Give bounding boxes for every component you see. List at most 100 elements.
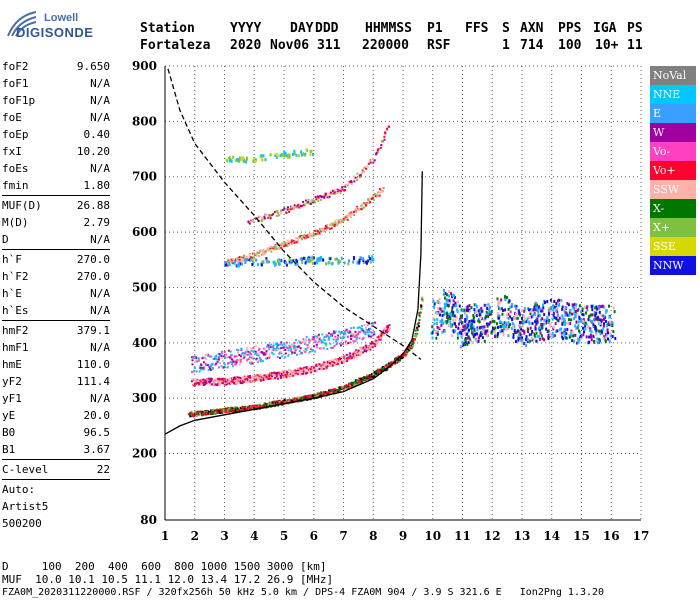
trace-3f-point — [341, 220, 344, 223]
trace-w-point — [355, 338, 358, 341]
trace-f2-point — [243, 405, 246, 408]
trace-w-point — [252, 347, 255, 350]
trace-w-point — [217, 358, 220, 361]
scatter-band-point — [472, 329, 475, 333]
trace-w-point — [271, 349, 274, 352]
param-row: fxI 10.20 — [2, 143, 110, 160]
scatter-band-point — [352, 255, 355, 259]
trace-2f-point — [374, 345, 377, 348]
trace-f2-point — [233, 406, 236, 409]
trace-2f-point — [224, 378, 227, 381]
scatter-band-point — [531, 329, 534, 333]
x-tick-label: 7 — [339, 529, 347, 543]
scatter-band-point — [532, 308, 535, 312]
scatter-band-point — [523, 309, 526, 313]
scatter-band-point — [230, 159, 233, 163]
trace-4f-point — [336, 188, 339, 191]
trace-w-point — [191, 363, 194, 366]
trace-w-point — [362, 329, 365, 332]
x-tick-label: 5 — [280, 529, 288, 543]
trace-4f-point — [376, 151, 379, 154]
trace-w-point — [356, 333, 359, 336]
trace-w-point — [302, 338, 305, 341]
trace-2f-point — [367, 347, 370, 350]
scatter-band-point — [526, 317, 529, 321]
scatter-band-point — [467, 341, 470, 345]
trace-w-point — [319, 347, 322, 350]
trace-f2-point — [409, 347, 412, 350]
scatter-band-point — [563, 307, 566, 311]
trace-2f-point — [292, 372, 295, 375]
trace-2f-point — [375, 342, 378, 345]
trace-2f-point — [349, 352, 352, 355]
trace-w-point — [322, 338, 325, 341]
scatter-band-point — [536, 320, 539, 324]
trace-f2-point — [414, 334, 417, 337]
trace-2f-point — [237, 378, 240, 381]
scatter-band-point — [496, 311, 499, 315]
trace-2f-point — [299, 369, 302, 372]
trace-3f-point — [257, 255, 260, 258]
trace-w-point — [323, 336, 326, 339]
scatter-band-point — [440, 307, 443, 311]
x-tick-label: 9 — [399, 529, 407, 543]
trace-2f-point — [229, 382, 232, 385]
trace-3f-point — [316, 233, 319, 236]
trace-2f-point — [302, 370, 305, 373]
scatter-band-point — [587, 304, 590, 308]
scatter-band-point — [483, 325, 486, 329]
trace-w-point — [341, 342, 344, 345]
trace-f2-point — [222, 408, 225, 411]
trace-4f-point — [258, 215, 261, 218]
scatter-band-point — [315, 259, 318, 263]
trace-2f-point — [362, 347, 365, 350]
scatter-band-point — [599, 332, 602, 336]
trace-f2-point — [361, 378, 364, 381]
trace-2f-point — [356, 352, 359, 355]
trace-2f-point — [387, 326, 390, 329]
trace-f2-point — [382, 367, 385, 370]
scatter-band-point — [472, 313, 475, 317]
trace-w-point — [276, 356, 279, 359]
scatter-band-point — [509, 305, 512, 309]
trace-2f-point — [246, 379, 249, 382]
scatter-band-point — [329, 257, 332, 261]
trace-4f-point — [310, 199, 313, 202]
trace-2f-point — [200, 383, 203, 386]
trace-w-point — [350, 338, 353, 341]
trace-2f-point — [292, 374, 295, 377]
scatter-band-point — [609, 320, 612, 324]
trace-f2-point — [328, 389, 331, 392]
trace-4f-point — [275, 214, 278, 217]
scatter-band-point — [559, 328, 562, 332]
trace-w-point — [316, 335, 319, 338]
scatter-band-point — [251, 259, 254, 263]
scatter-band-point — [592, 339, 595, 343]
scatter-band-point — [606, 328, 609, 332]
scatter-band-point — [308, 256, 311, 260]
trace-3f-point — [296, 240, 299, 243]
trace-w-point — [353, 333, 356, 336]
trace-3f-point — [228, 259, 231, 262]
scatter-band-point — [540, 334, 543, 338]
scatter-band-point — [228, 159, 231, 163]
legend-x: X- — [650, 199, 696, 218]
trace-f2-point — [347, 386, 350, 389]
scatter-band-point — [561, 314, 564, 318]
scatter-band-point — [490, 331, 493, 335]
scatter-band-point — [493, 320, 496, 324]
trace-f2-point — [197, 410, 200, 413]
trace-f2-point — [340, 386, 343, 389]
trace-w-point — [303, 340, 306, 343]
trace-4f-point — [363, 171, 366, 174]
trace-f2-point — [345, 384, 348, 387]
trace-4f-point — [347, 183, 350, 186]
header-label-hhmmss: HHMMSS — [365, 21, 412, 36]
param-value: N/A — [90, 341, 110, 354]
trace-4f-point — [382, 140, 385, 143]
trace-4f-point — [279, 209, 282, 212]
trace-3f-point — [290, 242, 293, 245]
trace-w-point — [318, 337, 321, 340]
scatter-band-point — [573, 312, 576, 316]
trace-w-point — [364, 333, 367, 336]
